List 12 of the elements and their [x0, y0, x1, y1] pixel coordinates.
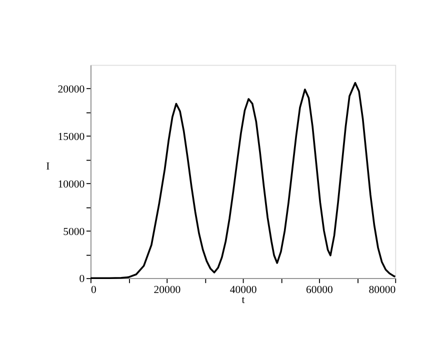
y-tick-label: 5000: [63, 226, 85, 238]
x-axis-title: t: [242, 294, 245, 306]
y-axis-title: I: [46, 160, 50, 172]
x-tick-label: 20000: [154, 284, 181, 296]
y-tick-label: 15000: [58, 130, 85, 143]
y-tick-label: 20000: [58, 84, 85, 96]
y-tick-label: 0: [79, 273, 85, 286]
x-tick-label: 80000: [368, 284, 396, 296]
y-tick-label: 10000: [58, 178, 85, 190]
x-tick-label: 0: [90, 284, 96, 296]
x-tick-label: 60000: [306, 284, 333, 296]
x-tick-label: 40000: [230, 284, 257, 296]
